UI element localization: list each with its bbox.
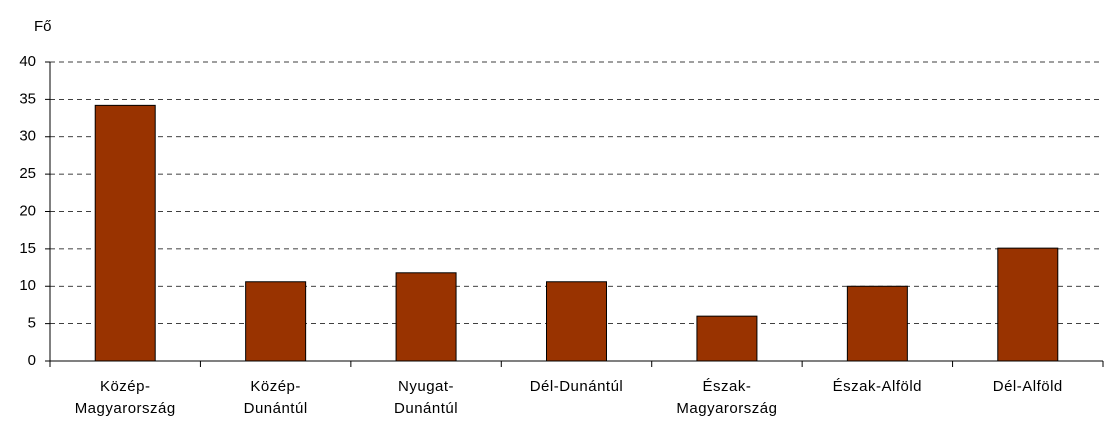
bar [94,104,156,362]
bar [696,315,758,362]
y-axis-label: Fő [34,18,52,35]
x-tick-label: Dél-Alföld [992,378,1063,395]
x-tick-label: Észak-Alföld [832,378,923,395]
x-tick-label: Dél-Dunántúl [529,378,624,395]
y-tick-label: 40 [19,53,36,70]
y-tick-label: 10 [19,277,36,294]
x-tick-label: Közép- Dunántúl [243,378,308,417]
bar [846,285,908,362]
x-tick-label: Nyugat- Dunántúl [394,378,459,417]
x-tick-label: Észak- Magyarország [676,378,778,417]
bar [245,281,307,362]
y-tick-label: 30 [19,128,36,145]
bar [395,272,457,362]
y-tick-label: 15 [19,240,36,257]
x-tick-label: Közép- Magyarország [74,378,176,417]
y-tick-label: 20 [19,202,36,219]
y-tick-label: 25 [19,165,36,182]
bar [546,281,607,362]
y-tick-label: 0 [28,352,36,369]
y-tick-label: 5 [28,315,36,332]
bar [997,247,1059,362]
y-tick-label: 35 [19,90,36,107]
